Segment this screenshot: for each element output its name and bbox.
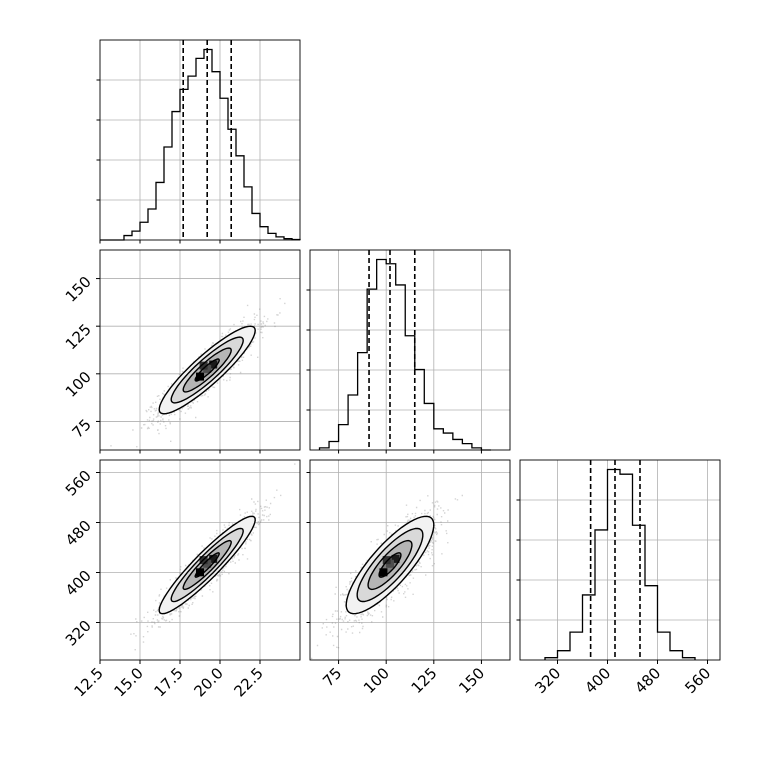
contour-line xyxy=(170,527,244,603)
contour-line xyxy=(378,552,402,578)
x-tick-label: 12.5 xyxy=(70,664,106,700)
contour-line xyxy=(356,527,424,603)
histogram-step-line xyxy=(100,48,301,241)
panel-background xyxy=(520,460,720,660)
histogram-panel-2 xyxy=(306,249,511,451)
contour-line xyxy=(194,358,220,382)
y-tick-label: 100 xyxy=(62,368,95,401)
density-core-cell xyxy=(196,372,204,381)
x-tick-label: 150 xyxy=(455,664,488,697)
histogram-step-line xyxy=(544,468,696,660)
density-core-cell xyxy=(196,568,204,577)
x-tick-label: 75 xyxy=(319,664,345,690)
scatter-panel-1-2 xyxy=(99,249,301,451)
scatter-panel-2-3 xyxy=(309,459,511,661)
density-core-cell xyxy=(199,361,208,370)
x-tick-label: 20.0 xyxy=(190,664,226,700)
y-tick-label: 400 xyxy=(62,567,95,600)
density-core-cell xyxy=(379,568,388,577)
x-tick-label: 480 xyxy=(631,664,664,697)
x-tick-label: 15.0 xyxy=(110,664,146,700)
density-core-cell xyxy=(209,360,218,369)
contour-line xyxy=(194,552,220,578)
panel-border xyxy=(309,459,511,661)
histogram-panel-3 xyxy=(516,459,721,661)
panel-background xyxy=(100,40,300,240)
density-core-cell xyxy=(209,554,218,563)
contour-line xyxy=(182,539,232,591)
panel-background xyxy=(100,250,300,450)
contour-line xyxy=(170,336,244,404)
x-tick-label: 400 xyxy=(581,664,614,697)
x-tick-label: 320 xyxy=(531,664,564,697)
contour-line xyxy=(158,515,256,615)
panel-border xyxy=(519,459,721,661)
contour-line xyxy=(367,539,413,591)
x-tick-label: 560 xyxy=(681,664,714,697)
histogram-step-line xyxy=(318,258,491,451)
panel-background xyxy=(310,250,510,450)
y-tick-label: 75 xyxy=(69,416,95,442)
y-tick-label: 480 xyxy=(62,517,95,550)
y-tick-label: 150 xyxy=(62,273,95,306)
y-tick-label: 125 xyxy=(62,320,95,353)
x-tick-label: 22.5 xyxy=(230,664,266,700)
panel-border xyxy=(99,39,301,241)
histogram-panel-1 xyxy=(96,39,301,241)
y-tick-label: 560 xyxy=(62,467,95,500)
density-core-cell xyxy=(382,556,391,565)
x-tick-label: 17.5 xyxy=(150,664,186,700)
contour-line xyxy=(345,515,435,615)
panel-border xyxy=(99,249,301,451)
density-core-cell xyxy=(391,554,400,563)
scatter-panel-1-3 xyxy=(99,459,301,661)
panel-border xyxy=(309,249,511,451)
x-tick-label: 125 xyxy=(408,664,441,697)
panel-border xyxy=(99,459,301,661)
contour-line xyxy=(182,347,232,393)
y-tick-label: 320 xyxy=(62,617,95,650)
x-tick-label: 100 xyxy=(360,664,393,697)
contour-line xyxy=(158,325,256,415)
